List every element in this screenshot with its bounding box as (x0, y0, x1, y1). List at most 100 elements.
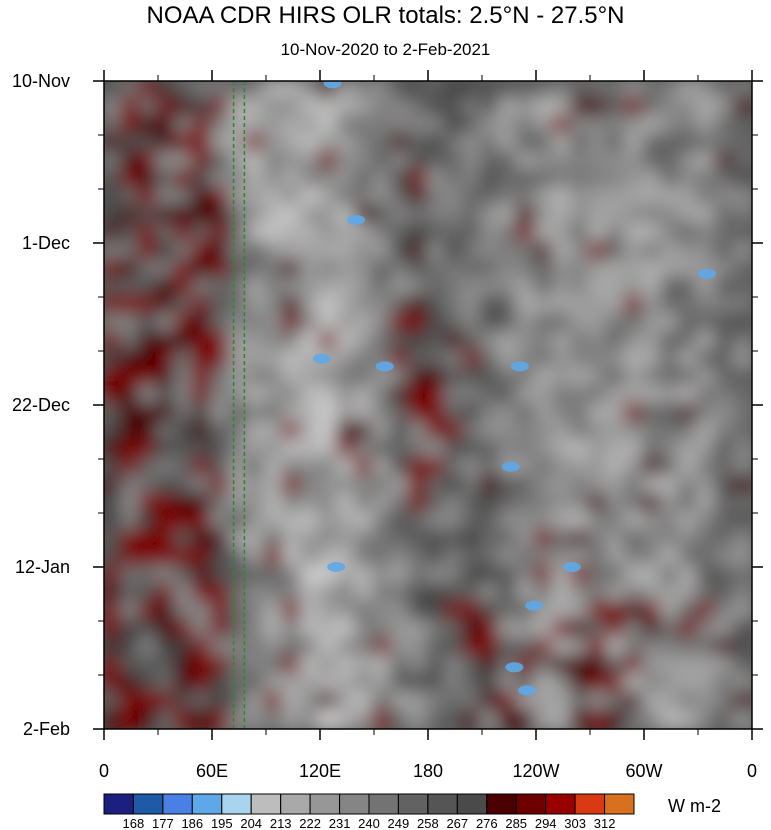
field-cell (282, 169, 304, 191)
field-cell (192, 385, 214, 407)
field-cell (264, 81, 286, 101)
field-cell (552, 115, 574, 137)
x-tick-label: 120W (512, 761, 559, 781)
field-cell (660, 367, 682, 389)
field-cell (606, 709, 628, 729)
field-cell (192, 277, 214, 299)
field-cell (660, 133, 682, 155)
field-cell (570, 205, 592, 227)
field-cell (534, 655, 556, 677)
field-cell (336, 511, 358, 533)
field-cell (390, 349, 412, 371)
field-cell (714, 133, 736, 155)
field-cell (372, 169, 394, 191)
field-cell (174, 565, 196, 587)
field-cell (552, 421, 574, 443)
field-cell (462, 349, 484, 371)
field-cell (534, 673, 556, 695)
field-cell (498, 81, 520, 101)
field-cell (318, 331, 340, 353)
field-cell (408, 205, 430, 227)
field-cell (264, 349, 286, 371)
field-cell (444, 331, 466, 353)
field-cell (318, 205, 340, 227)
colorbar-level-label: 186 (181, 816, 203, 830)
colorbar-box (427, 793, 458, 815)
convection-spot (501, 461, 520, 472)
field-cell (120, 241, 142, 263)
field-cell (480, 475, 502, 497)
field-cell (426, 673, 448, 695)
field-cell (462, 331, 484, 353)
field-cell (516, 619, 538, 641)
field-cell (732, 331, 752, 353)
field-cell (498, 547, 520, 569)
field-cell (372, 313, 394, 335)
field-cell (714, 547, 736, 569)
field-cell (462, 691, 484, 713)
field-cell (732, 547, 752, 569)
field-cell (696, 493, 718, 515)
field-cell (336, 691, 358, 713)
colorbar-box (456, 793, 488, 815)
field-cell (354, 673, 376, 695)
colorbar-level-label: 258 (417, 816, 439, 830)
field-cell (408, 673, 430, 695)
y-tick-label: 22-Dec (12, 395, 70, 415)
field-cell (318, 367, 340, 389)
field-cell (336, 349, 358, 371)
x-tick-label: 0 (747, 761, 757, 781)
field-cell (156, 331, 178, 353)
field-cell (210, 187, 232, 209)
field-cell (408, 529, 430, 551)
field-cell (480, 223, 502, 245)
field-cell (660, 259, 682, 281)
field-cell (300, 673, 322, 695)
field-cell (390, 457, 412, 479)
field-cell (714, 187, 736, 209)
field-cell (462, 385, 484, 407)
field-cell (192, 115, 214, 137)
field-cell (480, 313, 502, 335)
field-cell (606, 403, 628, 425)
field-cell (552, 169, 574, 191)
field-cell (246, 529, 268, 551)
field-cell (552, 259, 574, 281)
field-cell (714, 97, 736, 119)
field-cell (210, 583, 232, 605)
field-cell (642, 637, 664, 659)
field-cell (660, 115, 682, 137)
field-cell (642, 565, 664, 587)
field-cell (534, 169, 556, 191)
field-cell (372, 475, 394, 497)
field-cell (624, 349, 646, 371)
field-cell (714, 367, 736, 389)
field-cell (408, 709, 430, 729)
field-cell (696, 439, 718, 461)
field-cell (354, 97, 376, 119)
field-cell (426, 403, 448, 425)
field-cell (696, 601, 718, 623)
field-cell (282, 601, 304, 623)
field-cell (696, 637, 718, 659)
field-cell (264, 97, 286, 119)
field-cell (318, 655, 340, 677)
field-cell (480, 295, 502, 317)
field-cell (570, 583, 592, 605)
field-cell (156, 223, 178, 245)
field-cell (588, 547, 610, 569)
field-cell (444, 151, 466, 173)
field-cell (138, 691, 160, 713)
field-cell (606, 241, 628, 263)
field-cell (174, 259, 196, 281)
field-cell (696, 151, 718, 173)
field-cell (462, 475, 484, 497)
field-cell (678, 187, 700, 209)
field-cell (606, 313, 628, 335)
field-cell (606, 385, 628, 407)
field-cell (210, 295, 232, 317)
field-cell (390, 331, 412, 353)
field-cell (372, 529, 394, 551)
field-cell (696, 709, 718, 729)
field-cell (246, 81, 268, 101)
